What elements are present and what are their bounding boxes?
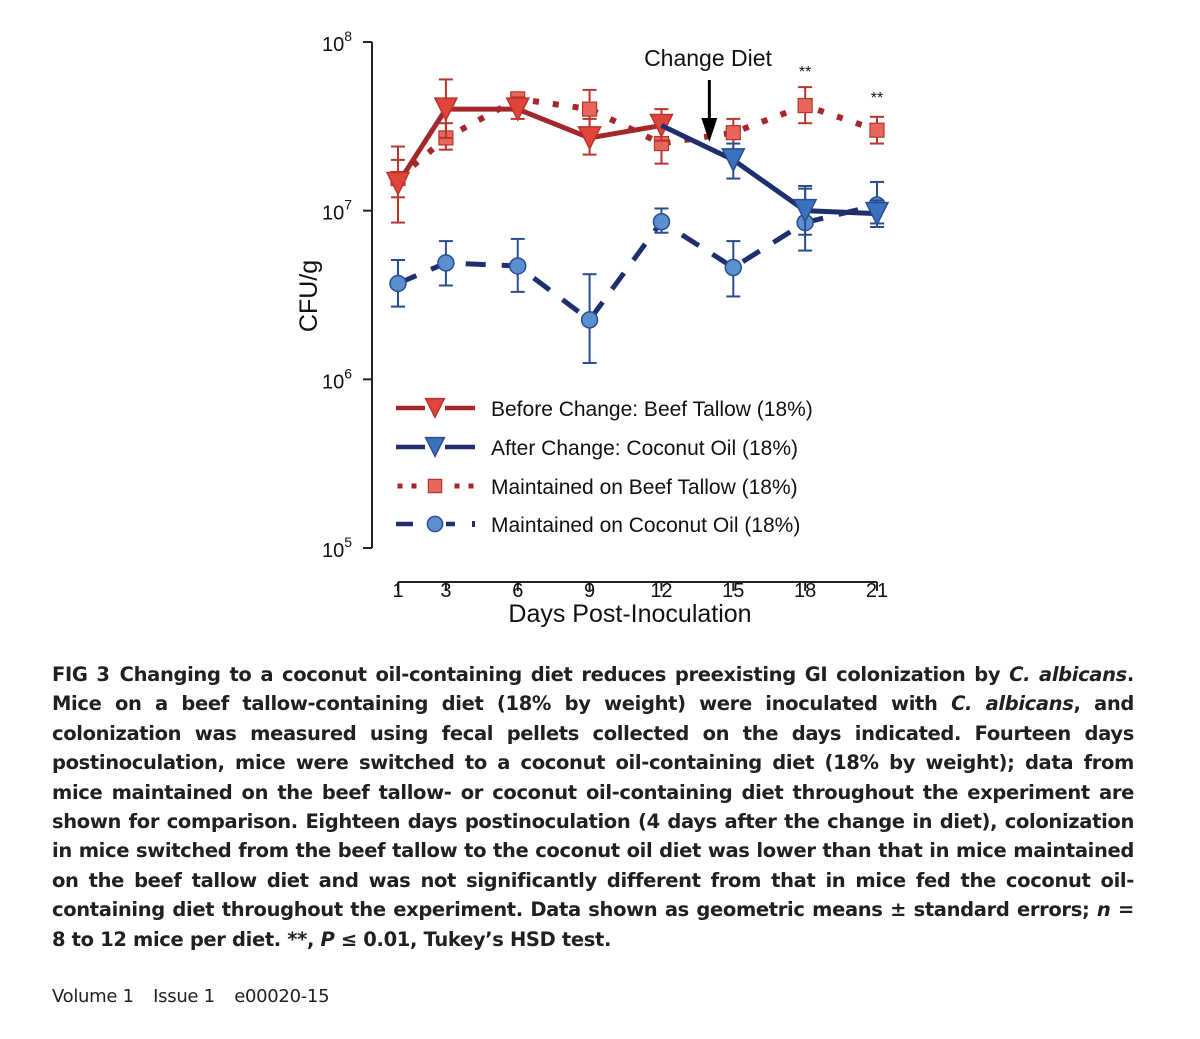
- legend-item: Before Change: Beef Tallow (18%): [396, 397, 813, 421]
- y-tick-label: 106: [322, 365, 352, 393]
- figure-caption: FIG 3 Changing to a coconut oil-containin…: [52, 660, 1134, 954]
- x-tick-label: 18: [794, 580, 816, 602]
- series-line: [395, 106, 662, 185]
- page-footer: Volume 1 Issue 1 e00020-15: [52, 986, 343, 1007]
- x-tick-label: 3: [440, 580, 451, 602]
- significance-marker: **: [799, 64, 811, 81]
- data-point-triangle: [505, 97, 530, 122]
- change-diet-arrow-head-icon: [701, 118, 718, 142]
- series-after-change-coconut-oil-18: [660, 123, 890, 236]
- data-point-triangle: [424, 397, 446, 420]
- legend-dot: [411, 483, 417, 489]
- y-axis-title: CFU/g: [295, 260, 323, 332]
- data-point-square: [427, 478, 443, 494]
- data-point-circle: [580, 311, 599, 329]
- legend-label: Maintained on Coconut Oil (18%): [491, 514, 800, 537]
- data-point-triangle: [792, 198, 818, 224]
- legend-dot: [397, 483, 403, 489]
- series-before-change-beef-tallow-18: [385, 78, 674, 224]
- series-maintained-on-coconut-oil-18: [389, 180, 886, 364]
- significance-marker: **: [871, 90, 883, 107]
- series-layer: [385, 78, 890, 364]
- legend-item: Maintained on Beef Tallow (18%): [397, 476, 798, 499]
- change-diet-label: Change Diet: [644, 45, 772, 71]
- caption-body: Mice on a beef tallow-containing diet (1…: [52, 692, 1134, 951]
- legend-item: Maintained on Coconut Oil (18%): [396, 514, 800, 537]
- x-tick-label: 12: [650, 580, 672, 602]
- x-tick-label: 1: [392, 580, 403, 602]
- y-tick-label: 108: [322, 28, 352, 56]
- figure-label: FIG 3: [52, 663, 110, 686]
- legend-dot: [468, 483, 474, 489]
- data-point-triangle: [385, 171, 411, 197]
- data-point-circle: [652, 212, 671, 231]
- data-point-circle: [509, 257, 527, 275]
- data-point-square: [581, 101, 598, 117]
- data-point-triangle: [577, 126, 602, 151]
- x-tick-label: 9: [584, 580, 595, 602]
- axes: 105 106 107 108 CFU/g 1 3 6 9 12 15 18 21 Days Post-I…: [295, 28, 888, 628]
- caption-title: Changing to a coconut oil-containing die…: [119, 663, 1135, 686]
- data-point-circle: [426, 515, 444, 533]
- legend-dot: [472, 521, 475, 527]
- legend-item: After Change: Coconut Oil (18%): [396, 436, 798, 460]
- figure-chart: 105 106 107 108 CFU/g 1 3 6 9 12 15 18 21 Days Post-I…: [295, 28, 890, 628]
- data-point-triangle: [424, 436, 446, 459]
- footer-issue: Issue 1: [153, 986, 215, 1007]
- legend-dot: [454, 483, 460, 489]
- x-tick-label: 21: [866, 580, 888, 602]
- data-point-triangle: [721, 148, 746, 173]
- legend-label: Before Change: Beef Tallow (18%): [491, 398, 813, 421]
- legend-label: Maintained on Beef Tallow (18%): [491, 476, 798, 499]
- data-point-square: [797, 97, 813, 114]
- data-point-square: [725, 125, 741, 141]
- data-point-circle: [389, 274, 407, 293]
- data-point-triangle: [433, 97, 459, 122]
- data-point-square: [869, 122, 885, 138]
- x-tick-label: 6: [512, 580, 523, 602]
- x-axis-title: Days Post-Inoculation: [508, 600, 751, 628]
- data-point-circle: [724, 258, 743, 277]
- y-tick-label: 107: [322, 197, 352, 225]
- annotations: Change Diet ** **: [644, 45, 883, 142]
- footer-article-id: e00020-15: [234, 986, 330, 1007]
- legend-label: After Change: Coconut Oil (18%): [491, 437, 798, 460]
- footer-volume: Volume 1: [52, 986, 134, 1007]
- y-tick-label: 105: [322, 534, 352, 562]
- legend: Before Change: Beef Tallow (18%) After Ch…: [396, 397, 813, 537]
- series-maintained-on-beef-tallow-18: [390, 86, 885, 199]
- series-line: [660, 123, 878, 217]
- data-point-triangle: [864, 201, 890, 227]
- x-tick-label: 15: [722, 580, 744, 602]
- data-point-circle: [437, 254, 455, 272]
